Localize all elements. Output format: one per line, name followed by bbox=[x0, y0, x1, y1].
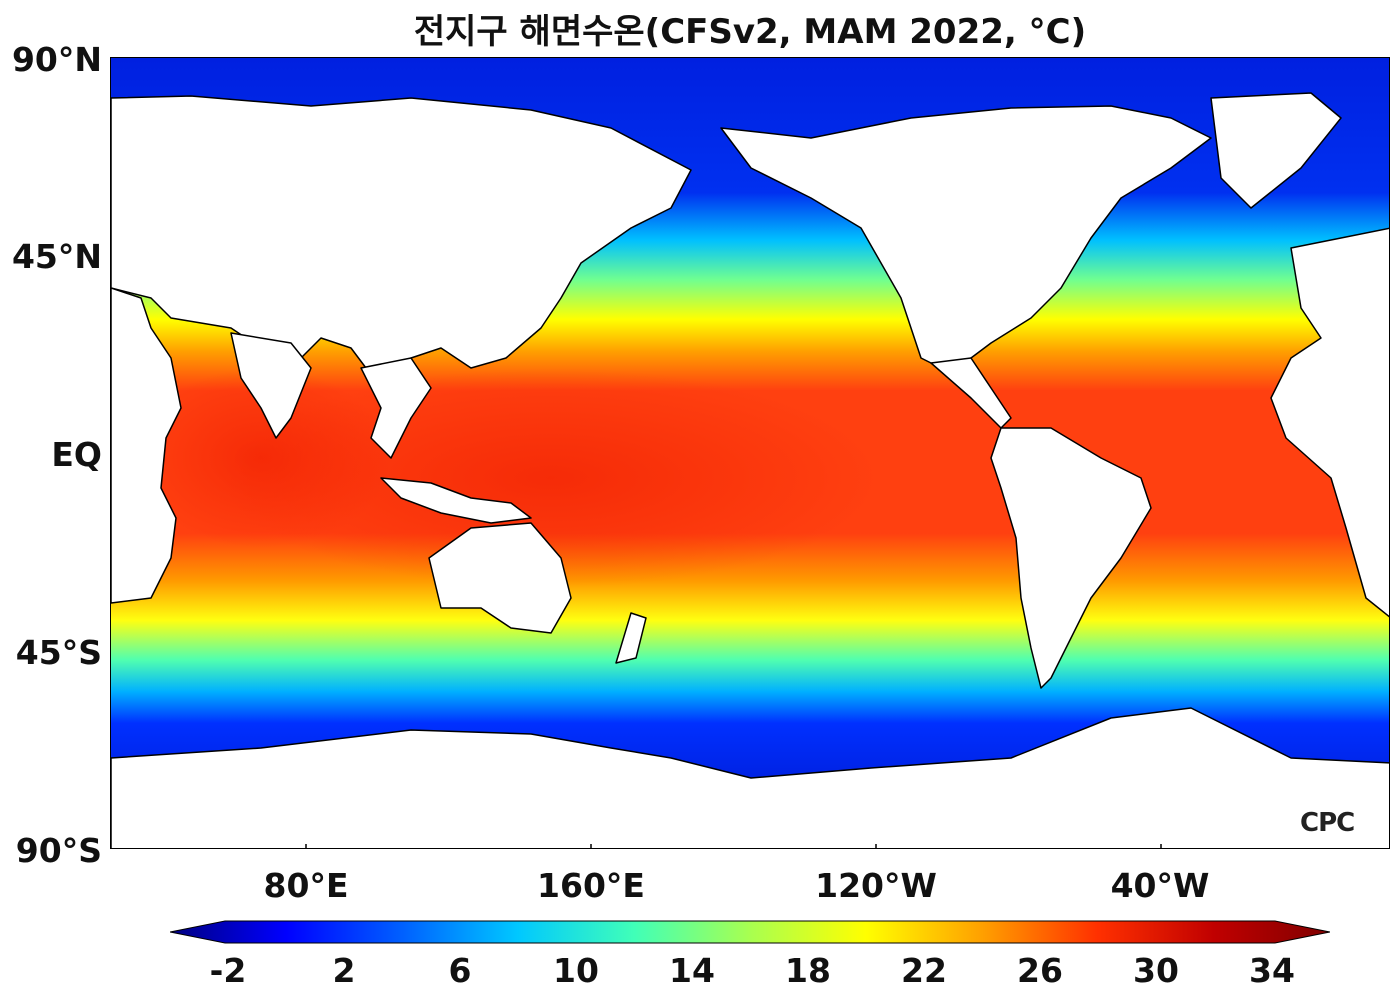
indian-warm bbox=[131, 368, 391, 548]
lon-label-120w: 120°W bbox=[815, 866, 937, 905]
antarctica bbox=[111, 707, 1389, 848]
new-zealand bbox=[615, 612, 647, 664]
colorbar-body bbox=[170, 920, 1330, 944]
indonesia bbox=[380, 477, 532, 524]
colorbar-label: 22 bbox=[901, 951, 947, 990]
sst-map-svg bbox=[111, 58, 1389, 848]
colorbar-label: 10 bbox=[553, 951, 599, 990]
africa bbox=[111, 287, 182, 604]
cpc-logo: CPC bbox=[1300, 808, 1355, 838]
south-america bbox=[990, 427, 1152, 689]
lon-label-40w: 40°W bbox=[1110, 866, 1210, 905]
colorbar-label: -2 bbox=[209, 951, 247, 990]
colorbar-label: 14 bbox=[669, 951, 715, 990]
lat-label-90n: 90°N bbox=[11, 40, 102, 79]
lat-label-45n: 45°N bbox=[11, 237, 102, 276]
colorbar-label: 18 bbox=[785, 951, 831, 990]
lat-label-eq: EQ bbox=[51, 435, 102, 474]
europe-africa-east bbox=[1270, 227, 1389, 618]
colorbar-label: 34 bbox=[1249, 951, 1295, 990]
lon-label-160e: 160°E bbox=[537, 866, 645, 905]
north-america bbox=[720, 105, 1212, 369]
sst-map bbox=[110, 57, 1390, 849]
colorbar-label: 6 bbox=[448, 951, 472, 990]
colorbar bbox=[170, 920, 1330, 944]
southeast-asia bbox=[360, 357, 432, 459]
colorbar-label: 30 bbox=[1133, 951, 1179, 990]
map-title: 전지구 해면수온(CFSv2, MAM 2022, °C) bbox=[413, 12, 1087, 52]
india bbox=[230, 332, 312, 439]
australia bbox=[428, 522, 572, 634]
lat-label-45s: 45°S bbox=[15, 633, 102, 672]
central-america bbox=[930, 357, 1012, 429]
lon-label-80e: 80°E bbox=[263, 866, 349, 905]
colorbar-label: 26 bbox=[1017, 951, 1063, 990]
colorbar-label: 2 bbox=[332, 951, 356, 990]
lat-label-90s: 90°S bbox=[15, 831, 102, 870]
eurasia bbox=[111, 95, 692, 389]
greenland bbox=[1210, 92, 1342, 209]
